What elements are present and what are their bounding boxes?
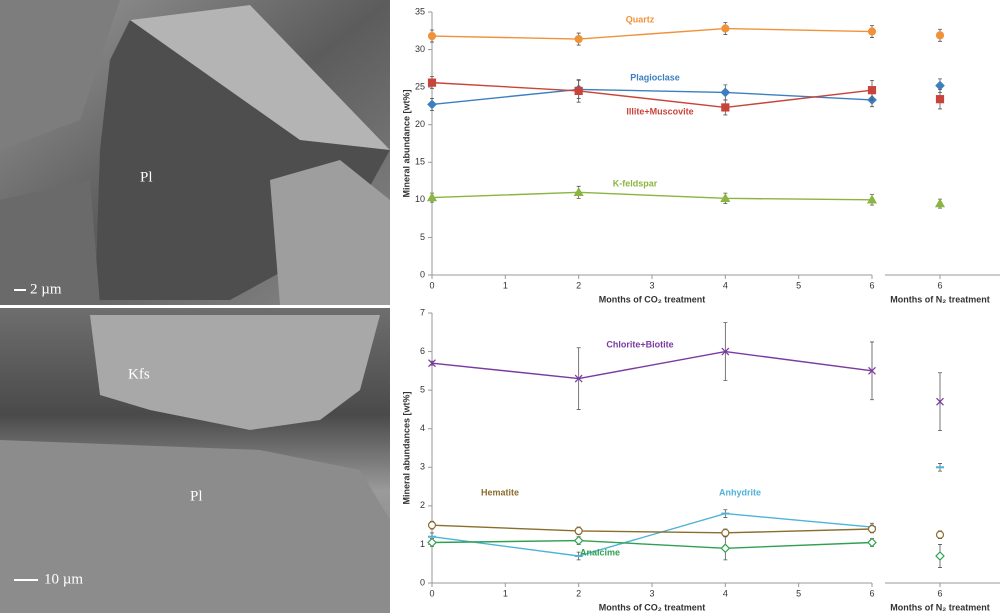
y-tick-label: 5 (420, 385, 425, 395)
y-tick-label: 15 (415, 157, 425, 167)
x-tick-label: 1 (503, 588, 508, 598)
x-tick-label: 5 (796, 280, 801, 290)
series-line (432, 192, 872, 200)
x-axis-title: Months of CO₂ treatment (599, 294, 706, 304)
series-line (432, 514, 872, 556)
marker (429, 79, 436, 86)
y-tick-label: 0 (420, 269, 425, 279)
marker (429, 522, 436, 529)
marker (575, 527, 582, 534)
figure: Pl 2 µm Kfs Pl 10 µm 0510152025303501234… (0, 0, 1007, 613)
marker (869, 526, 876, 533)
mineral-label: Pl (140, 169, 153, 185)
x-tick-label: 6 (937, 280, 942, 290)
y-tick-label: 4 (420, 423, 425, 433)
marker (429, 33, 436, 40)
series-label: Quartz (626, 14, 655, 24)
x-tick-label: 0 (429, 588, 434, 598)
scale-label: 2 µm (30, 281, 62, 297)
x-tick-label: 0 (429, 280, 434, 290)
scale-label: 10 µm (44, 571, 83, 587)
series-label: K-feldspar (613, 178, 658, 188)
series-line (432, 541, 872, 549)
series-line (432, 525, 872, 533)
sem-image-top: Pl 2 µm (0, 0, 390, 305)
y-tick-label: 2 (420, 500, 425, 510)
x-axis-title: Months of N₂ treatment (890, 602, 990, 612)
mineral-label: Pl (190, 488, 203, 504)
series-label: Plagioclase (630, 72, 680, 82)
y-tick-label: 20 (415, 119, 425, 129)
x-tick-label: 4 (723, 280, 728, 290)
y-tick-label: 10 (415, 194, 425, 204)
x-tick-label: 2 (576, 280, 581, 290)
y-tick-label: 30 (415, 44, 425, 54)
series-line (432, 83, 872, 108)
marker (936, 82, 944, 90)
series-line (432, 89, 872, 104)
x-tick-label: 6 (869, 588, 874, 598)
marker (869, 87, 876, 94)
x-tick-label: 6 (869, 280, 874, 290)
y-tick-label: 25 (415, 82, 425, 92)
x-tick-label: 5 (796, 588, 801, 598)
y-tick-label: 35 (415, 6, 425, 16)
chart: 0 1 2 3 4 5 6 7 0 1 2 3 4 5 6 6 Months of CO₂ treatment M… (401, 307, 1000, 612)
series-line (432, 352, 872, 379)
marker (721, 88, 729, 96)
marker (722, 104, 729, 111)
chart: 0 5 10 15 20 25 30 35 0 1 2 3 4 5 6 6 Months of CO₂ trea… (401, 6, 1000, 304)
marker (937, 96, 944, 103)
series-label: Analcime (580, 547, 620, 557)
x-axis-title: Months of N₂ treatment (890, 294, 990, 304)
series-line (432, 29, 872, 40)
marker (936, 200, 944, 207)
marker (937, 32, 944, 39)
series-label: Hematite (481, 487, 519, 497)
series-label: Anhydrite (719, 487, 761, 497)
x-tick-label: 1 (503, 280, 508, 290)
marker (869, 28, 876, 35)
series-label: Illite+Muscovite (626, 106, 693, 116)
y-axis-title: Mineral abundances [wt%] (401, 391, 411, 504)
y-tick-label: 5 (420, 232, 425, 242)
marker (575, 537, 583, 545)
x-tick-label: 3 (649, 588, 654, 598)
y-axis-title: Mineral abundance [wt%] (401, 89, 411, 197)
marker (428, 539, 436, 547)
marker (936, 552, 944, 560)
y-tick-label: 6 (420, 346, 425, 356)
marker (868, 539, 876, 547)
marker (937, 531, 944, 538)
y-tick-label: 7 (420, 307, 425, 317)
sem-image-bottom: Kfs Pl 10 µm (0, 308, 390, 613)
x-tick-label: 4 (723, 588, 728, 598)
marker (722, 25, 729, 32)
marker (575, 36, 582, 43)
y-tick-label: 3 (420, 462, 425, 472)
x-tick-label: 3 (649, 280, 654, 290)
x-tick-label: 6 (937, 588, 942, 598)
marker (575, 87, 582, 94)
marker (721, 544, 729, 552)
mineral-label: Kfs (128, 366, 150, 382)
y-tick-label: 1 (420, 539, 425, 549)
series-label: Chlorite+Biotite (606, 339, 673, 349)
marker (428, 100, 436, 108)
marker (722, 529, 729, 536)
y-tick-label: 0 (420, 577, 425, 587)
x-tick-label: 2 (576, 588, 581, 598)
x-axis-title: Months of CO₂ treatment (599, 602, 706, 612)
